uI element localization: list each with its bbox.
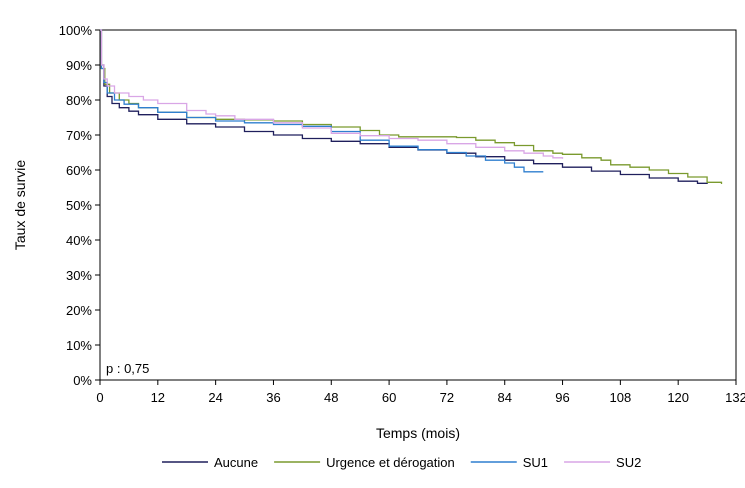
y-axis-title: Taux de survie bbox=[12, 160, 28, 250]
legend: Aucune Urgence et dérogation SU1 SU2 bbox=[162, 455, 641, 470]
x-tick-label: 24 bbox=[208, 390, 222, 405]
x-tick-label: 60 bbox=[382, 390, 396, 405]
y-tick-label: 10% bbox=[66, 338, 92, 353]
y-axis: 0% 10% 20% 30% 40% 50% 60% 70% 80% 90% 100% bbox=[59, 23, 100, 388]
series-line-su2 bbox=[100, 29, 564, 159]
y-tick-label: 60% bbox=[66, 163, 92, 178]
y-tick-label: 90% bbox=[66, 58, 92, 73]
y-tick-label: 40% bbox=[66, 233, 92, 248]
x-axis: 0 12 24 36 48 60 72 84 96 108 120 132 bbox=[96, 380, 745, 405]
y-tick-label: 30% bbox=[66, 268, 92, 283]
legend-label-su1: SU1 bbox=[523, 455, 548, 470]
y-tick-label: 100% bbox=[59, 23, 93, 38]
y-tick-label: 70% bbox=[66, 128, 92, 143]
x-tick-label: 84 bbox=[497, 390, 511, 405]
x-tick-label: 120 bbox=[667, 390, 689, 405]
x-tick-label: 132 bbox=[725, 390, 745, 405]
series-line-su1 bbox=[100, 29, 544, 173]
x-tick-label: 48 bbox=[324, 390, 338, 405]
plot-frame bbox=[99, 29, 737, 381]
legend-label-su2: SU2 bbox=[616, 455, 641, 470]
y-tick-label: 50% bbox=[66, 198, 92, 213]
x-axis-title: Temps (mois) bbox=[376, 425, 460, 441]
x-tick-label: 108 bbox=[610, 390, 632, 405]
legend-label-aucune: Aucune bbox=[214, 455, 258, 470]
x-tick-label: 12 bbox=[151, 390, 165, 405]
y-tick-label: 80% bbox=[66, 93, 92, 108]
p-value-annotation: p : 0,75 bbox=[106, 361, 149, 376]
y-tick-label: 0% bbox=[73, 373, 92, 388]
x-tick-label: 0 bbox=[96, 390, 103, 405]
x-tick-label: 72 bbox=[440, 390, 454, 405]
series-line-aucune bbox=[100, 29, 708, 184]
legend-label-urgence-et-d-rogation: Urgence et dérogation bbox=[326, 455, 455, 470]
series-line-urgence-et-d-rogation bbox=[100, 29, 723, 184]
x-tick-label: 96 bbox=[555, 390, 569, 405]
y-tick-label: 20% bbox=[66, 303, 92, 318]
x-tick-label: 36 bbox=[266, 390, 280, 405]
series-layer bbox=[100, 29, 723, 184]
